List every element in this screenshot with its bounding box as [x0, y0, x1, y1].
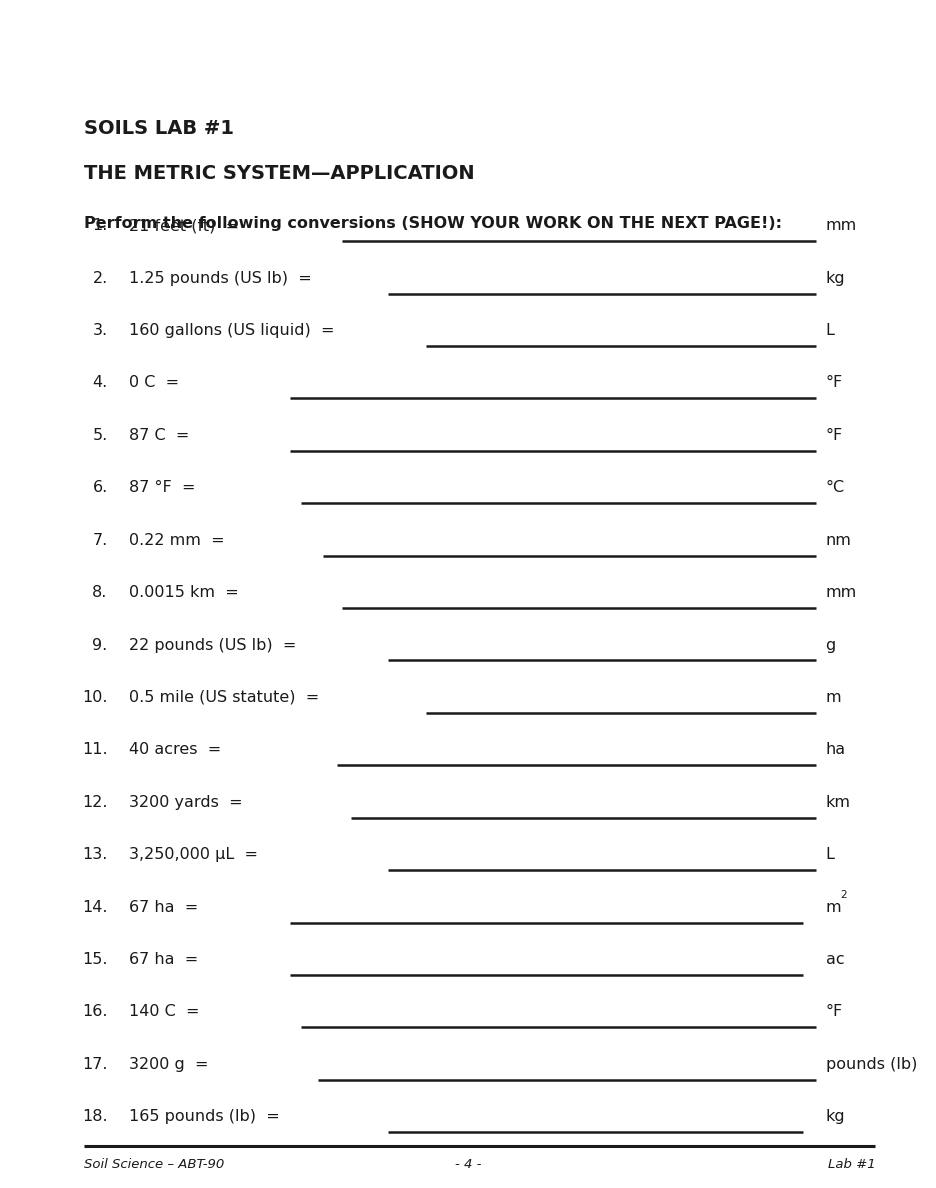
- Text: 2: 2: [841, 890, 847, 901]
- Text: kg: kg: [826, 271, 845, 285]
- Text: 2.: 2.: [93, 271, 108, 285]
- Text: L: L: [826, 847, 834, 862]
- Text: mm: mm: [826, 586, 856, 600]
- Text: 9.: 9.: [93, 638, 108, 652]
- Text: 4.: 4.: [93, 375, 108, 391]
- Text: 17.: 17.: [82, 1057, 108, 1072]
- Text: 1.25 pounds (US lb)  =: 1.25 pounds (US lb) =: [129, 271, 312, 285]
- Text: 140 C  =: 140 C =: [129, 1004, 199, 1019]
- Text: 0 C  =: 0 C =: [129, 375, 180, 391]
- Text: 7.: 7.: [93, 532, 108, 548]
- Text: Soil Science – ABT-90: Soil Science – ABT-90: [84, 1158, 225, 1171]
- Text: m: m: [826, 899, 841, 915]
- Text: km: km: [826, 795, 851, 810]
- Text: 67 ha  =: 67 ha =: [129, 952, 198, 967]
- Text: ac: ac: [826, 952, 844, 967]
- Text: m: m: [826, 690, 841, 704]
- Text: - 4 -: - 4 -: [455, 1158, 481, 1171]
- Text: g: g: [826, 638, 836, 652]
- Text: 3.: 3.: [93, 323, 108, 339]
- Text: 11.: 11.: [82, 742, 108, 757]
- Text: 3200 yards  =: 3200 yards =: [129, 795, 242, 810]
- Text: SOILS LAB #1: SOILS LAB #1: [84, 119, 234, 138]
- Text: 6.: 6.: [93, 480, 108, 495]
- Text: 87 C  =: 87 C =: [129, 428, 190, 443]
- Text: 160 gallons (US liquid)  =: 160 gallons (US liquid) =: [129, 323, 335, 339]
- Text: 14.: 14.: [82, 899, 108, 915]
- Text: 0.22 mm  =: 0.22 mm =: [129, 532, 225, 548]
- Text: nm: nm: [826, 532, 852, 548]
- Text: Lab #1: Lab #1: [827, 1158, 875, 1171]
- Text: 8.: 8.: [93, 586, 108, 600]
- Text: 165 pounds (lb)  =: 165 pounds (lb) =: [129, 1110, 280, 1124]
- Text: 0.0015 km  =: 0.0015 km =: [129, 586, 239, 600]
- Text: L: L: [826, 323, 834, 339]
- Text: 67 ha  =: 67 ha =: [129, 899, 198, 915]
- Text: Perform the following conversions (SHOW YOUR WORK ON THE NEXT PAGE!):: Perform the following conversions (SHOW …: [84, 216, 782, 232]
- Text: °F: °F: [826, 428, 842, 443]
- Text: ha: ha: [826, 742, 846, 757]
- Text: 1.: 1.: [93, 219, 108, 233]
- Text: kg: kg: [826, 1110, 845, 1124]
- Text: 21 feet (ft)  =: 21 feet (ft) =: [129, 219, 240, 233]
- Text: 3200 g  =: 3200 g =: [129, 1057, 209, 1072]
- Text: °F: °F: [826, 375, 842, 391]
- Text: °F: °F: [826, 1004, 842, 1019]
- Text: 22 pounds (US lb)  =: 22 pounds (US lb) =: [129, 638, 297, 652]
- Text: 87 °F  =: 87 °F =: [129, 480, 196, 495]
- Text: 18.: 18.: [82, 1110, 108, 1124]
- Text: 0.5 mile (US statute)  =: 0.5 mile (US statute) =: [129, 690, 319, 704]
- Text: 10.: 10.: [82, 690, 108, 704]
- Text: 40 acres  =: 40 acres =: [129, 742, 222, 757]
- Text: °C: °C: [826, 480, 844, 495]
- Text: THE METRIC SYSTEM—APPLICATION: THE METRIC SYSTEM—APPLICATION: [84, 164, 475, 183]
- Text: 12.: 12.: [82, 795, 108, 810]
- Text: 13.: 13.: [82, 847, 108, 862]
- Text: 3,250,000 μL  =: 3,250,000 μL =: [129, 847, 258, 862]
- Text: 15.: 15.: [82, 952, 108, 967]
- Text: 5.: 5.: [93, 428, 108, 443]
- Text: 16.: 16.: [82, 1004, 108, 1019]
- Text: mm: mm: [826, 219, 856, 233]
- Text: pounds (lb): pounds (lb): [826, 1057, 917, 1072]
